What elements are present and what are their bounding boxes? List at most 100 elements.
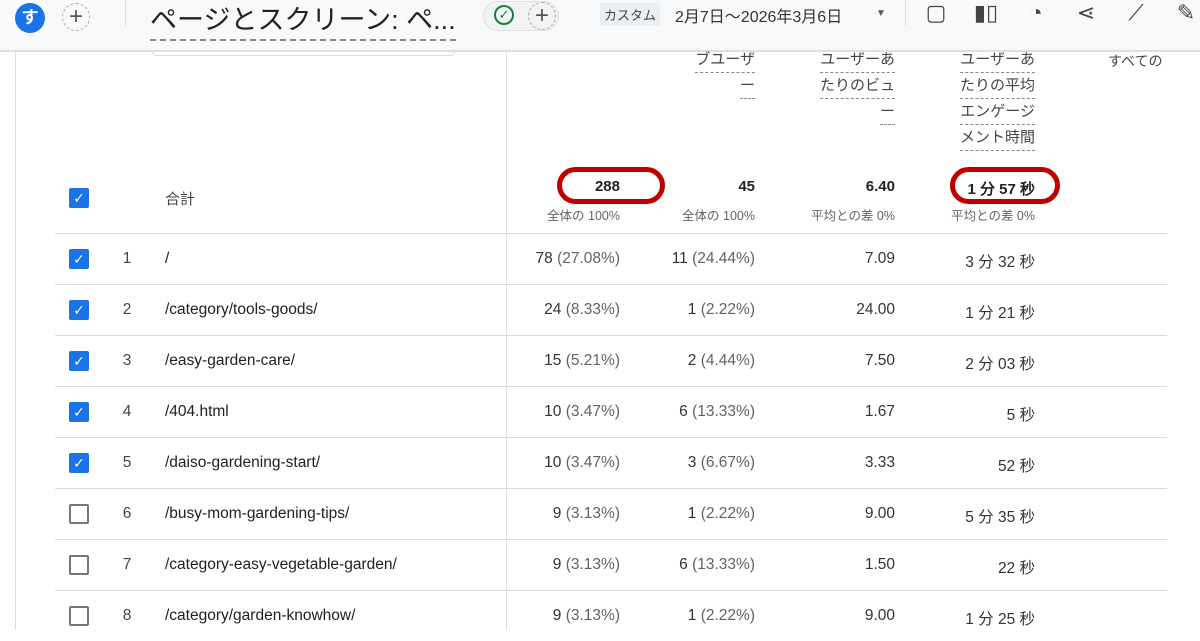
highlight-oval	[557, 167, 665, 204]
table-row[interactable]: ✓ 2 /category/tools-goods/ 24 (8.33%) 1 …	[55, 284, 1167, 335]
table-row[interactable]: 6 /busy-mom-gardening-tips/ 9 (3.13%) 1 …	[55, 488, 1167, 539]
row-checkbox[interactable]: ✓	[69, 351, 89, 371]
page-path[interactable]: /category-easy-vegetable-garden/	[165, 556, 397, 573]
page-path[interactable]: /category/garden-knowhow/	[165, 607, 356, 624]
date-range-picker[interactable]: 2月7日〜2026年3月6日	[675, 9, 843, 26]
users-cell: 11 (24.44%)	[672, 250, 755, 268]
users-cell: 1 (2.22%)	[688, 607, 755, 625]
chevron-down-icon[interactable]: ▼	[876, 8, 886, 19]
select-all-checkbox[interactable]: ✓	[69, 188, 89, 208]
engagement-cell: 52 秒	[997, 458, 1035, 475]
users-pct: (6.67%)	[700, 454, 755, 471]
row-number: 4	[122, 403, 132, 420]
engagement-cell: 5 分 35 秒	[965, 509, 1035, 526]
header-users[interactable]: ブユーザ ー	[695, 47, 755, 99]
sparkle-trend-icon[interactable]: ⟋	[1128, 0, 1144, 25]
users-cell: 1 (2.22%)	[688, 301, 755, 319]
row-checkbox[interactable]: ✓	[69, 453, 89, 473]
row-number: 5	[122, 454, 132, 471]
users-pct: (2.22%)	[700, 607, 755, 624]
table-row[interactable]: 7 /category-easy-vegetable-garden/ 9 (3.…	[55, 539, 1167, 590]
table-row[interactable]: ✓ 5 /daiso-gardening-start/ 10 (3.47%) 3…	[55, 437, 1167, 488]
header-line: ー	[879, 99, 895, 125]
row-checkbox[interactable]	[69, 555, 89, 575]
totals-label: 合計	[165, 191, 196, 208]
page-title[interactable]: ページとスクリーン: ペ...	[150, 0, 456, 41]
views-pct: (27.08%)	[557, 250, 620, 267]
header-line: ユーザーあ	[960, 47, 1035, 73]
row-number: 2	[122, 301, 132, 318]
users-value: 6	[679, 556, 688, 573]
header-avg-engagement[interactable]: ユーザーあ たりの平均 エンゲージ メント時間	[959, 47, 1035, 151]
views-per-user-cell: 3.33	[864, 454, 895, 471]
users-cell: 6 (13.33%)	[679, 556, 755, 574]
views-cell: 9 (3.13%)	[553, 607, 620, 625]
views-value: 15	[544, 352, 562, 369]
note-icon[interactable]: ▢	[925, 0, 947, 25]
views-cell: 78 (27.08%)	[536, 250, 620, 268]
views-value: 9	[552, 505, 562, 522]
page-path[interactable]: /404.html	[165, 403, 229, 420]
report-header: す + ページとスクリーン: ペ... ✓ + カスタム 2月7日〜2026年3…	[0, 0, 1200, 52]
views-value: 24	[544, 301, 562, 318]
row-checkbox[interactable]: ✓	[69, 300, 89, 320]
views-per-user-cell: 24.00	[856, 301, 895, 318]
views-per-user-cell: 1.50	[864, 556, 895, 573]
avatar[interactable]: す	[15, 3, 45, 33]
users-value: 11	[671, 250, 688, 267]
row-number: 8	[122, 607, 132, 624]
header-all[interactable]: すべての	[1108, 53, 1163, 69]
edit-icon[interactable]: ✎	[1176, 0, 1196, 25]
views-cell: 10 (3.47%)	[544, 403, 620, 421]
add-comparison-button[interactable]: +	[62, 3, 90, 31]
table-row[interactable]: ✓ 1 / 78 (27.08%) 11 (24.44%) 7.09 3 分 3…	[55, 233, 1167, 284]
row-checkbox[interactable]: ✓	[69, 402, 89, 422]
page-path[interactable]: /daiso-gardening-start/	[165, 454, 321, 471]
page-path[interactable]: /category/tools-goods/	[165, 301, 318, 318]
row-number: 1	[122, 250, 132, 267]
views-cell: 24 (8.33%)	[544, 301, 620, 319]
users-pct: (2.22%)	[700, 301, 755, 318]
share-icon[interactable]: ⋖	[1076, 0, 1096, 25]
page-path[interactable]: /	[165, 250, 170, 267]
users-pct: (4.44%)	[700, 352, 755, 369]
views-pct: (3.13%)	[565, 607, 620, 624]
row-number: 3	[122, 352, 132, 369]
engagement-cell: 5 秒	[1006, 407, 1035, 424]
views-value: 78	[535, 250, 553, 267]
users-pct: (2.22%)	[700, 505, 755, 522]
totals-row: ✓ 合計 288 全体の 100% 45 全体の 100% 6.40 平均との差…	[55, 170, 1167, 233]
page-path[interactable]: /easy-garden-care/	[165, 352, 296, 369]
divider	[905, 0, 906, 26]
insights-icon[interactable]: ◔	[1029, 0, 1043, 25]
users-value: 1	[687, 301, 697, 318]
row-number: 7	[122, 556, 132, 573]
table-row[interactable]: ✓ 3 /easy-garden-care/ 15 (5.21%) 2 (4.4…	[55, 335, 1167, 386]
check-circle-icon[interactable]: ✓	[494, 5, 514, 25]
compare-icon[interactable]: ▮▯	[973, 0, 999, 25]
header-line: ー	[739, 73, 755, 99]
header-views-per-user[interactable]: ユーザーあ たりのビュ ー	[819, 47, 895, 125]
row-checkbox[interactable]: ✓	[69, 249, 89, 269]
total-views: 288	[594, 178, 620, 195]
views-pct: (3.13%)	[565, 556, 620, 573]
page-path[interactable]: /busy-mom-gardening-tips/	[165, 505, 350, 522]
search-box-edge	[152, 52, 455, 56]
row-checkbox[interactable]	[69, 606, 89, 626]
table-row[interactable]: ✓ 4 /404.html 10 (3.47%) 6 (13.33%) 1.67…	[55, 386, 1167, 437]
total-views-per-user: 6.40	[865, 178, 895, 195]
views-per-user-cell: 9.00	[864, 607, 895, 624]
header-line: メント時間	[959, 125, 1035, 151]
views-value: 9	[552, 607, 562, 624]
users-cell: 6 (13.33%)	[679, 403, 755, 421]
divider	[125, 0, 126, 26]
row-checkbox[interactable]	[69, 504, 89, 524]
users-value: 2	[687, 352, 697, 369]
users-cell: 2 (4.44%)	[688, 352, 755, 370]
table-row[interactable]: 8 /category/garden-knowhow/ 9 (3.13%) 1 …	[55, 590, 1167, 641]
users-pct: (13.33%)	[692, 556, 755, 573]
views-per-user-cell: 1.67	[864, 403, 895, 420]
total-users-sub: 全体の 100%	[682, 209, 755, 223]
add-filter-button[interactable]: +	[528, 2, 556, 30]
header-line: エンゲージ	[960, 99, 1035, 125]
